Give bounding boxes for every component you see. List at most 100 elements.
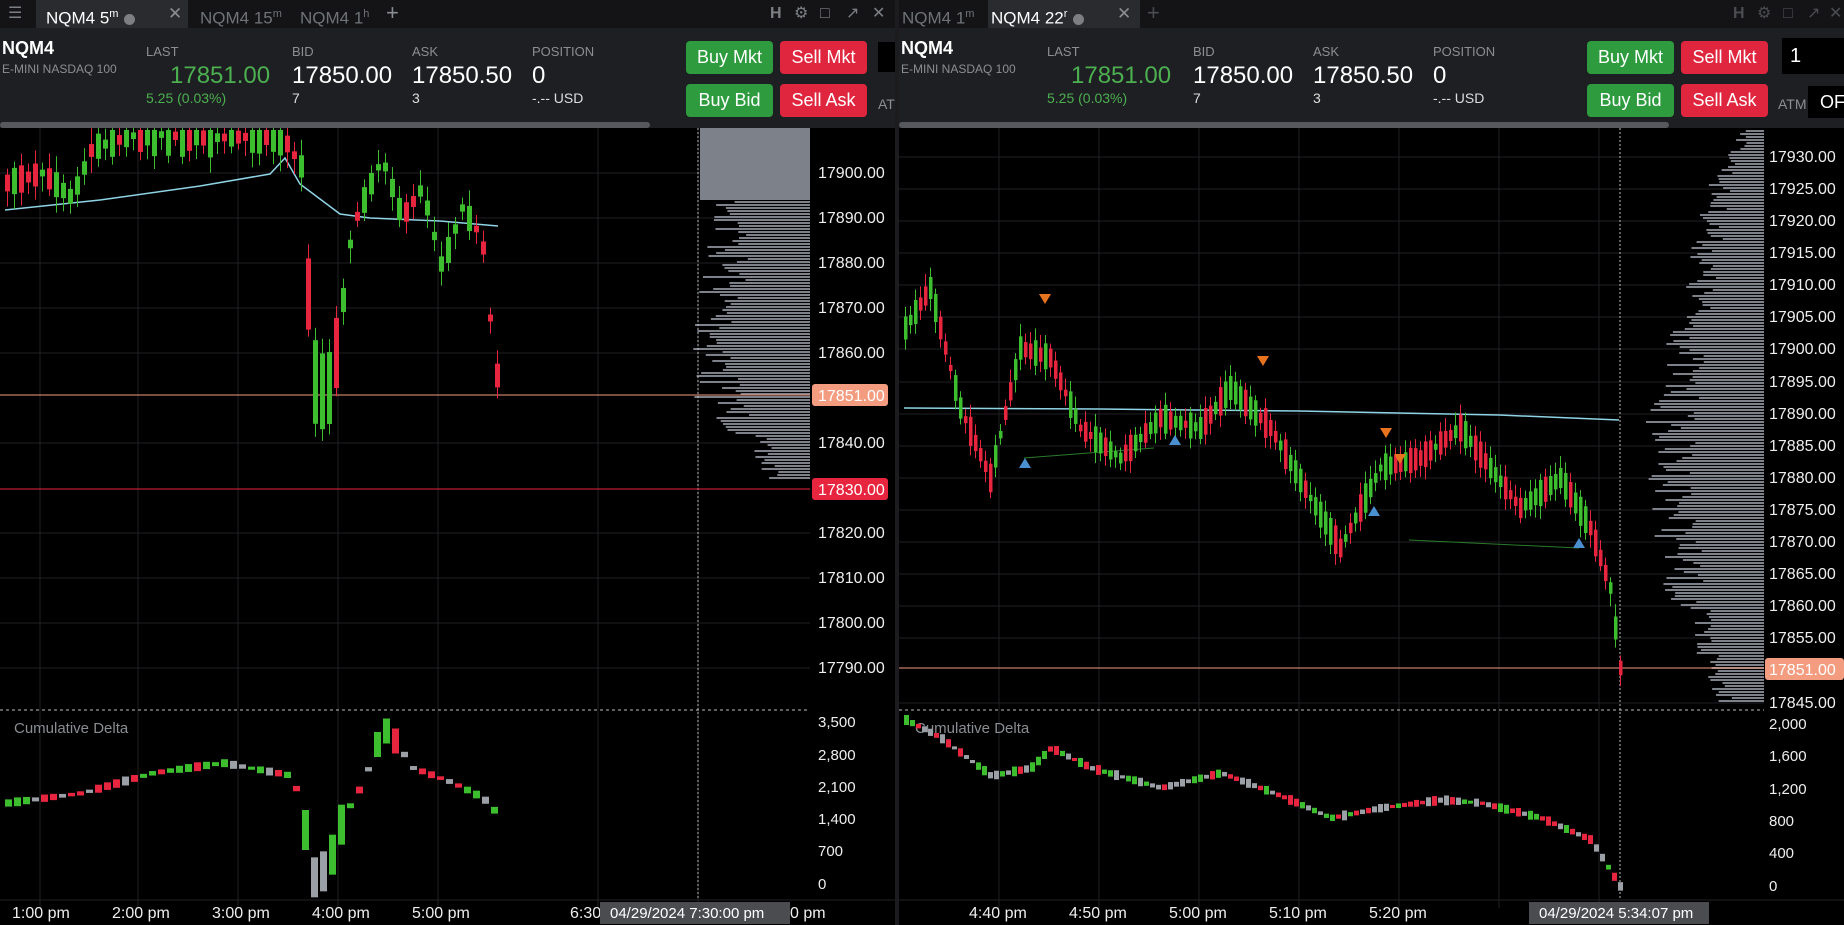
price-tick-label: 17900.00 bbox=[818, 165, 885, 182]
profile-bar bbox=[716, 252, 810, 254]
quantity-input[interactable]: 1 bbox=[1782, 38, 1844, 74]
header-scrollbar[interactable] bbox=[0, 122, 650, 128]
position-label: POSITION bbox=[532, 44, 595, 59]
profile-bar bbox=[1706, 220, 1764, 222]
candle-body bbox=[1549, 476, 1553, 495]
ask-label: ASK bbox=[412, 44, 439, 59]
profile-bar bbox=[1690, 256, 1764, 258]
gear-icon[interactable]: ⚙ bbox=[794, 5, 809, 22]
profile-bar bbox=[1730, 160, 1764, 162]
close-window-icon[interactable]: ✕ bbox=[1829, 5, 1843, 22]
sell-mkt-button[interactable]: Sell Mkt bbox=[1681, 41, 1768, 74]
bid-price: 17850.00 bbox=[1193, 62, 1294, 89]
delta-bar bbox=[1186, 779, 1191, 784]
tab-nqm4-15m[interactable]: NQM4 15m bbox=[200, 8, 282, 28]
tab-nqm4-22r[interactable]: NQM4 22r bbox=[988, 0, 1140, 28]
tab-nqm4-1m[interactable]: NQM4 1m bbox=[902, 8, 975, 28]
price-chart-left[interactable]: Cumulative Delta 17900.00 17890.00 17880.00… bbox=[0, 128, 895, 925]
close-window-icon[interactable]: ✕ bbox=[872, 5, 886, 22]
add-tab-icon[interactable]: + bbox=[386, 0, 399, 25]
candle-body bbox=[1114, 451, 1118, 458]
header-scrollbar[interactable] bbox=[899, 122, 1669, 128]
order-flow-toggle[interactable]: OF bbox=[1808, 86, 1844, 118]
delta-bar bbox=[1618, 882, 1623, 891]
delta-bar bbox=[1534, 813, 1539, 820]
candle-body bbox=[222, 133, 227, 142]
candle-body bbox=[1219, 387, 1223, 416]
profile-bar bbox=[1695, 382, 1764, 384]
close-tab-icon[interactable]: ✕ bbox=[168, 4, 183, 23]
buy-mkt-button[interactable]: Buy Mkt bbox=[686, 41, 773, 74]
delta-bar bbox=[940, 734, 945, 744]
delta-bar bbox=[419, 768, 426, 775]
quantity-input[interactable] bbox=[878, 42, 895, 72]
candle-body bbox=[1464, 421, 1468, 449]
candle-body bbox=[1344, 534, 1348, 542]
delta-bar bbox=[1012, 766, 1017, 777]
candle-body bbox=[1029, 343, 1033, 360]
h-icon[interactable]: H bbox=[1733, 5, 1745, 22]
chart-pane-left: ☰ NQM4 5m ✕ NQM4 15m NQM4 1h + H ⚙ □ ↗ ✕… bbox=[0, 0, 895, 925]
candle-body bbox=[1154, 412, 1158, 434]
window-icon[interactable]: □ bbox=[1783, 5, 1793, 22]
price-tick-label: 17870.00 bbox=[1769, 534, 1836, 551]
profile-bar bbox=[1719, 181, 1764, 183]
profile-bar bbox=[714, 216, 810, 218]
gear-icon[interactable]: ⚙ bbox=[1757, 5, 1772, 22]
candle-body bbox=[411, 196, 416, 207]
profile-bar bbox=[1730, 151, 1764, 153]
bid-size: 7 bbox=[1193, 90, 1201, 106]
price-tick-label: 17880.00 bbox=[1769, 470, 1836, 487]
delta-bar bbox=[994, 770, 999, 780]
delta-bar bbox=[1180, 778, 1185, 787]
delta-bar bbox=[77, 791, 84, 796]
profile-bar bbox=[713, 219, 810, 221]
sell-ask-button[interactable]: Sell Ask bbox=[1681, 84, 1768, 117]
candle-body bbox=[439, 256, 444, 272]
price-chart-right[interactable]: Cumulative Delta 17930.00 17925.00 17920.00… bbox=[899, 128, 1844, 925]
candle-body bbox=[999, 430, 1003, 439]
popout-icon[interactable]: ↗ bbox=[846, 5, 860, 22]
profile-bar bbox=[734, 201, 810, 203]
delta-bar bbox=[1282, 795, 1287, 800]
candle-body bbox=[1339, 538, 1343, 558]
delta-bar bbox=[1378, 804, 1383, 813]
profile-bar bbox=[732, 240, 810, 242]
profile-bar bbox=[1654, 535, 1764, 537]
profile-bar bbox=[1670, 391, 1764, 393]
candle-body bbox=[949, 364, 953, 372]
sell-mkt-button[interactable]: Sell Mkt bbox=[780, 41, 867, 74]
profile-bar bbox=[1696, 652, 1764, 654]
delta-bar bbox=[41, 794, 48, 802]
candle-body bbox=[1289, 454, 1293, 472]
symbol: NQM4 bbox=[901, 38, 954, 58]
delta-bar bbox=[1168, 782, 1173, 790]
delta-bar bbox=[1540, 816, 1545, 821]
candle-body bbox=[432, 231, 437, 241]
buy-bid-button[interactable]: Buy Bid bbox=[1587, 84, 1674, 117]
candle-body bbox=[1174, 415, 1178, 428]
candle-body bbox=[250, 130, 255, 153]
profile-bar bbox=[1665, 385, 1764, 387]
buy-bid-button[interactable]: Buy Bid bbox=[686, 84, 773, 117]
popout-icon[interactable]: ↗ bbox=[1807, 5, 1821, 22]
buy-mkt-button[interactable]: Buy Mkt bbox=[1587, 41, 1674, 74]
price-tick-label: 17810.00 bbox=[818, 570, 885, 587]
tab-nqm4-5m[interactable]: NQM4 5m bbox=[36, 0, 188, 28]
delta-tick-label: 1,200 bbox=[1769, 781, 1807, 798]
delta-bar bbox=[1120, 775, 1125, 779]
candle-body bbox=[1504, 476, 1508, 500]
candle-body bbox=[1024, 342, 1028, 358]
add-tab-icon[interactable]: + bbox=[1147, 0, 1160, 25]
profile-bar bbox=[1726, 208, 1764, 210]
delta-bar bbox=[1048, 746, 1053, 752]
window-icon[interactable]: □ bbox=[820, 5, 830, 22]
tab-nqm4-1h[interactable]: NQM4 1h bbox=[300, 8, 370, 28]
pane-divider[interactable] bbox=[895, 0, 899, 925]
menu-icon[interactable]: ☰ bbox=[8, 5, 23, 22]
close-tab-icon[interactable]: ✕ bbox=[1117, 4, 1132, 23]
h-icon[interactable]: H bbox=[770, 5, 782, 22]
profile-bar bbox=[730, 408, 810, 410]
candle-body bbox=[1619, 660, 1623, 676]
sell-ask-button[interactable]: Sell Ask bbox=[780, 84, 867, 117]
